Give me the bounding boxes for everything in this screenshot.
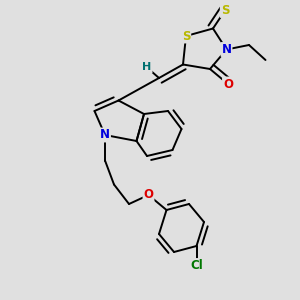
Text: Cl: Cl	[190, 259, 203, 272]
Text: N: N	[100, 128, 110, 142]
Text: H: H	[142, 62, 152, 73]
Text: O: O	[143, 188, 154, 202]
Text: S: S	[221, 4, 229, 17]
Text: N: N	[221, 43, 232, 56]
Text: S: S	[182, 29, 190, 43]
Text: O: O	[223, 77, 233, 91]
